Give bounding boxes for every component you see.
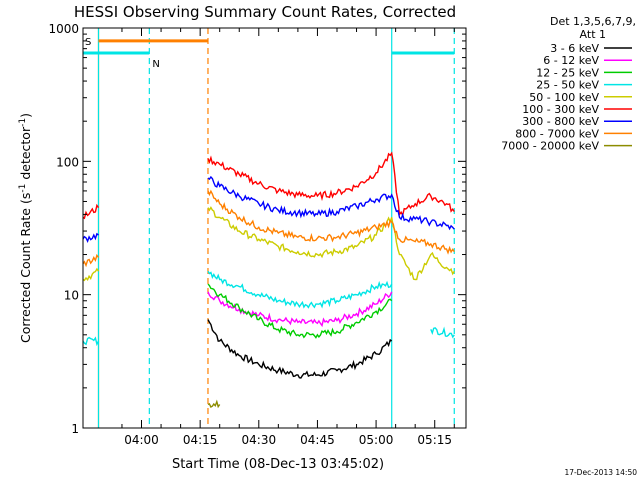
y-axis-label: Corrected Count Rate (s-1 detector-1) [18, 113, 33, 343]
data-series [83, 151, 455, 409]
x-tick-label: 05:15 [417, 433, 452, 447]
series-line [207, 399, 221, 409]
saa-flag-label: S [85, 37, 91, 48]
legend-label: 12 - 25 keV [536, 66, 599, 79]
y-tick-label: 1 [71, 422, 79, 436]
x-tick-label: 04:15 [183, 433, 218, 447]
plot-frame [82, 27, 467, 429]
legend-label: 25 - 50 keV [536, 79, 599, 92]
x-tick-label: 05:00 [359, 433, 394, 447]
x-tick-label: 04:00 [124, 433, 159, 447]
legend-label: 3 - 6 keV [550, 42, 599, 55]
x-tick-label: 04:45 [300, 433, 335, 447]
x-tick-label: 04:30 [242, 433, 277, 447]
series-line [83, 151, 455, 220]
series-line [83, 270, 455, 347]
series-line [83, 189, 455, 268]
y-tick-label: 10 [64, 289, 79, 303]
night-flag-label: N [152, 59, 159, 70]
series-line [207, 319, 393, 379]
legend-label: 7000 - 20000 keV [501, 140, 599, 153]
chart-title: HESSI Observing Summary Count Rates, Cor… [74, 3, 456, 21]
legend-label: 800 - 7000 keV [515, 127, 599, 140]
legend-header-line1: Det 1,3,5,6,7,9, [550, 15, 636, 28]
x-axis-label: Start Time (08-Dec-13 03:45:02) [172, 457, 384, 472]
series-line [83, 206, 455, 282]
y-tick-label: 100 [56, 155, 79, 169]
series-line [207, 291, 393, 328]
legend-header-line2: Att 1 [580, 28, 606, 41]
legend-label: 100 - 300 keV [522, 103, 599, 116]
timestamp: 17-Dec-2013 14:50 [564, 468, 637, 477]
legend-label: 50 - 100 keV [529, 91, 599, 104]
status-flags [83, 28, 455, 428]
y-tick-label: 1000 [48, 22, 79, 36]
series-line [83, 175, 455, 244]
series-line [207, 283, 393, 339]
legend-label: 300 - 800 keV [522, 115, 599, 128]
axes: 04:00 04:15 04:30 04:45 05:00 05:15 1 10 100 1000 [48, 22, 466, 447]
legend-label: 6 - 12 keV [543, 54, 599, 67]
